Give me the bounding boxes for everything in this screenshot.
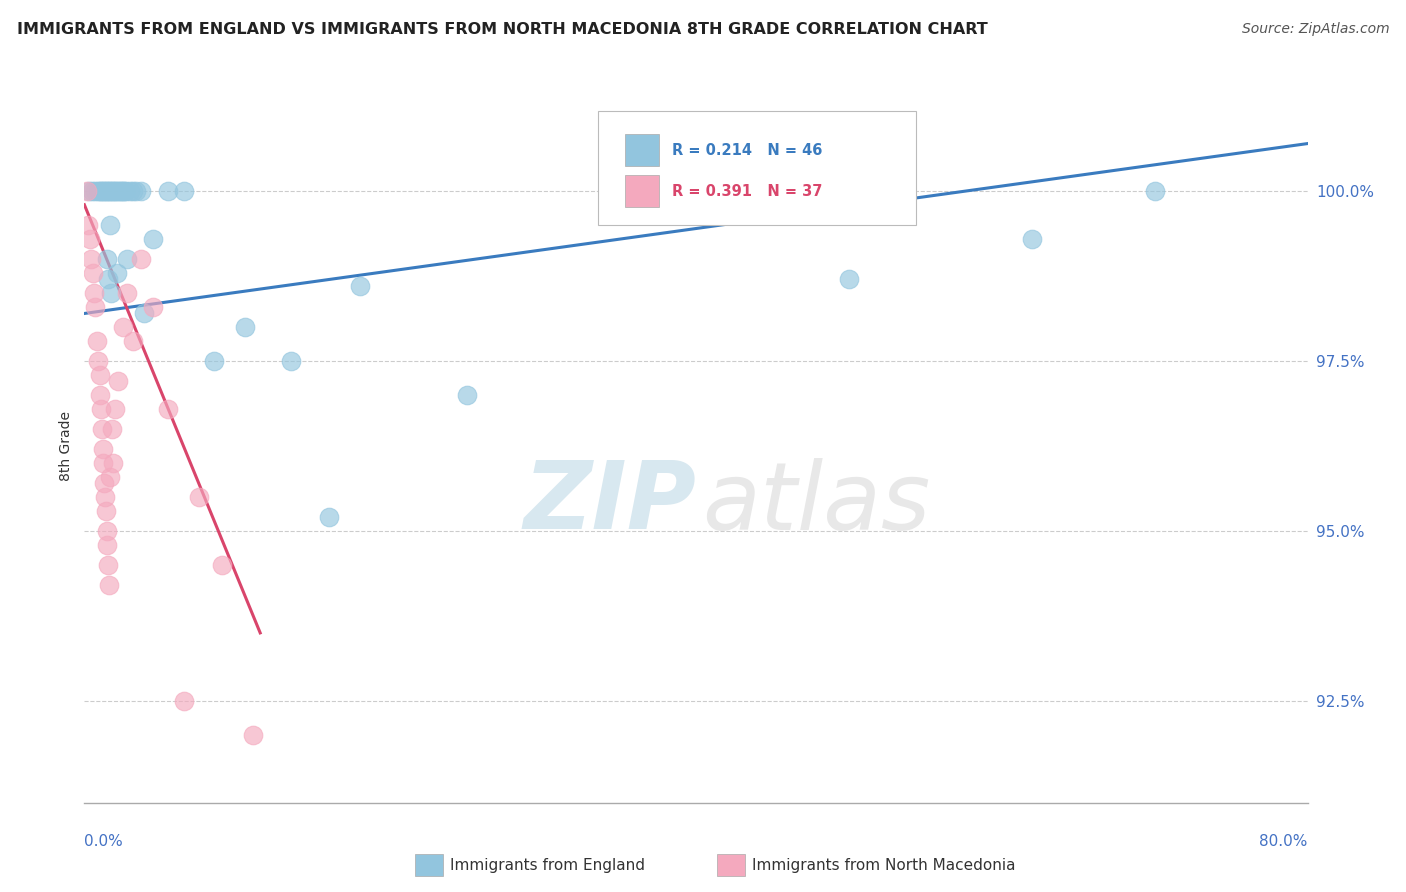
Point <box>89 388 111 402</box>
Point <box>87 184 110 198</box>
Point <box>77 184 100 198</box>
Point <box>280 354 302 368</box>
Point <box>87 354 110 368</box>
Point <box>84 184 107 198</box>
Point <box>101 422 124 436</box>
Point <box>101 184 124 198</box>
Point <box>97 558 120 572</box>
FancyBboxPatch shape <box>626 134 659 166</box>
Point <box>318 510 340 524</box>
Point <box>115 252 138 266</box>
Point <box>1021 232 1043 246</box>
Point <box>105 184 128 198</box>
Text: R = 0.391   N = 37: R = 0.391 N = 37 <box>672 184 823 199</box>
Point <box>93 476 115 491</box>
Point <box>103 456 125 470</box>
Text: Source: ZipAtlas.com: Source: ZipAtlas.com <box>1241 22 1389 37</box>
Point <box>94 503 117 517</box>
Point <box>111 320 134 334</box>
Point <box>685 184 707 198</box>
Point <box>91 422 114 436</box>
Text: Immigrants from England: Immigrants from England <box>450 858 645 872</box>
Text: R = 0.214   N = 46: R = 0.214 N = 46 <box>672 143 823 158</box>
Point <box>91 442 114 457</box>
Point <box>838 272 860 286</box>
Point <box>157 401 180 416</box>
Point <box>188 490 211 504</box>
Point <box>132 306 155 320</box>
Point <box>173 184 195 198</box>
Point <box>105 266 128 280</box>
Point <box>142 232 165 246</box>
Text: atlas: atlas <box>702 458 931 549</box>
Point <box>456 388 478 402</box>
Text: 80.0%: 80.0% <box>1260 834 1308 849</box>
Text: 0.0%: 0.0% <box>84 834 124 849</box>
Point <box>104 184 127 198</box>
Point <box>98 218 121 232</box>
Point <box>142 300 165 314</box>
FancyBboxPatch shape <box>598 111 917 225</box>
Y-axis label: 8th Grade: 8th Grade <box>59 411 73 481</box>
Point <box>91 184 114 198</box>
Point <box>107 375 129 389</box>
Point <box>90 184 112 198</box>
Point <box>96 184 118 198</box>
Point <box>97 184 120 198</box>
Point <box>108 184 131 198</box>
Point <box>89 184 111 198</box>
Point <box>86 334 108 348</box>
Point <box>89 368 111 382</box>
Point <box>100 286 122 301</box>
Point <box>211 558 233 572</box>
Point <box>97 578 120 592</box>
Point <box>98 469 121 483</box>
Point <box>93 184 115 198</box>
Point <box>80 252 103 266</box>
Point <box>80 184 103 198</box>
Point <box>103 184 125 198</box>
Point <box>93 456 115 470</box>
Point <box>107 184 129 198</box>
FancyBboxPatch shape <box>626 175 659 207</box>
Point <box>114 184 136 198</box>
Point <box>82 266 104 280</box>
Point <box>79 232 101 246</box>
Point <box>110 184 132 198</box>
Point <box>129 184 152 198</box>
Point <box>349 279 371 293</box>
Point <box>233 320 256 334</box>
Point <box>77 218 100 232</box>
Point <box>94 490 117 504</box>
Text: ZIP: ZIP <box>523 457 696 549</box>
Point <box>76 184 98 198</box>
Point <box>90 401 112 416</box>
Point <box>96 524 118 538</box>
Point <box>111 184 134 198</box>
Point <box>1143 184 1166 198</box>
Point <box>122 334 145 348</box>
Point <box>97 272 120 286</box>
Point <box>122 184 145 198</box>
Point <box>242 728 264 742</box>
Point <box>173 694 195 708</box>
Point <box>94 184 117 198</box>
Point <box>83 286 105 301</box>
Point <box>84 300 107 314</box>
Point <box>120 184 142 198</box>
Point <box>104 401 127 416</box>
Text: IMMIGRANTS FROM ENGLAND VS IMMIGRANTS FROM NORTH MACEDONIA 8TH GRADE CORRELATION: IMMIGRANTS FROM ENGLAND VS IMMIGRANTS FR… <box>17 22 987 37</box>
Text: Immigrants from North Macedonia: Immigrants from North Macedonia <box>752 858 1015 872</box>
Point <box>157 184 180 198</box>
Point <box>115 286 138 301</box>
Point <box>98 184 121 198</box>
Point <box>96 252 118 266</box>
Point <box>112 184 135 198</box>
Point <box>125 184 148 198</box>
Point <box>129 252 152 266</box>
Point <box>202 354 225 368</box>
Point <box>96 537 118 551</box>
